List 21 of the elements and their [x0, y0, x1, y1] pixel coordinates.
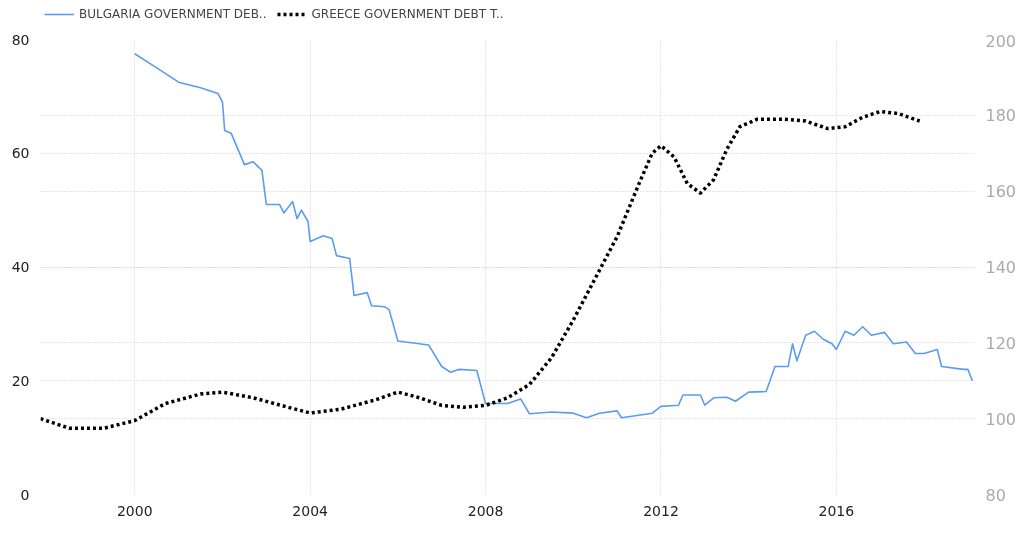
x-tick-label: 2012 [643, 502, 679, 519]
y2-tick-label: 80 [985, 485, 1006, 505]
y2-tick-label: 160 [985, 182, 1017, 202]
x-tick-label: 2008 [467, 502, 504, 519]
line-series [133, 52, 974, 419]
y-tick-label: 60 [11, 145, 30, 162]
legend-label: GREECE GOVERNMENT DEBT T.. [311, 7, 504, 21]
y2-tick-label: 180 [985, 106, 1017, 126]
x-tick-label: 2000 [116, 502, 153, 519]
y-tick-label: 40 [11, 259, 30, 275]
y2-tick-label: 120 [985, 333, 1017, 353]
y-tick-label: 0 [20, 486, 30, 503]
x-tick-label: 2016 [818, 502, 855, 519]
line-series [40, 109, 922, 430]
y-tick-label: 80 [11, 31, 30, 48]
y-tick-label: 20 [11, 372, 30, 389]
y2-tick-label: 100 [985, 409, 1017, 429]
y2-tick-label: 140 [985, 258, 1017, 277]
legend-label: BULGARIA GOVERNMENT DEB.. [79, 7, 267, 21]
x-tick-label: 2004 [292, 502, 329, 519]
y2-tick-label: 200 [985, 31, 1017, 51]
